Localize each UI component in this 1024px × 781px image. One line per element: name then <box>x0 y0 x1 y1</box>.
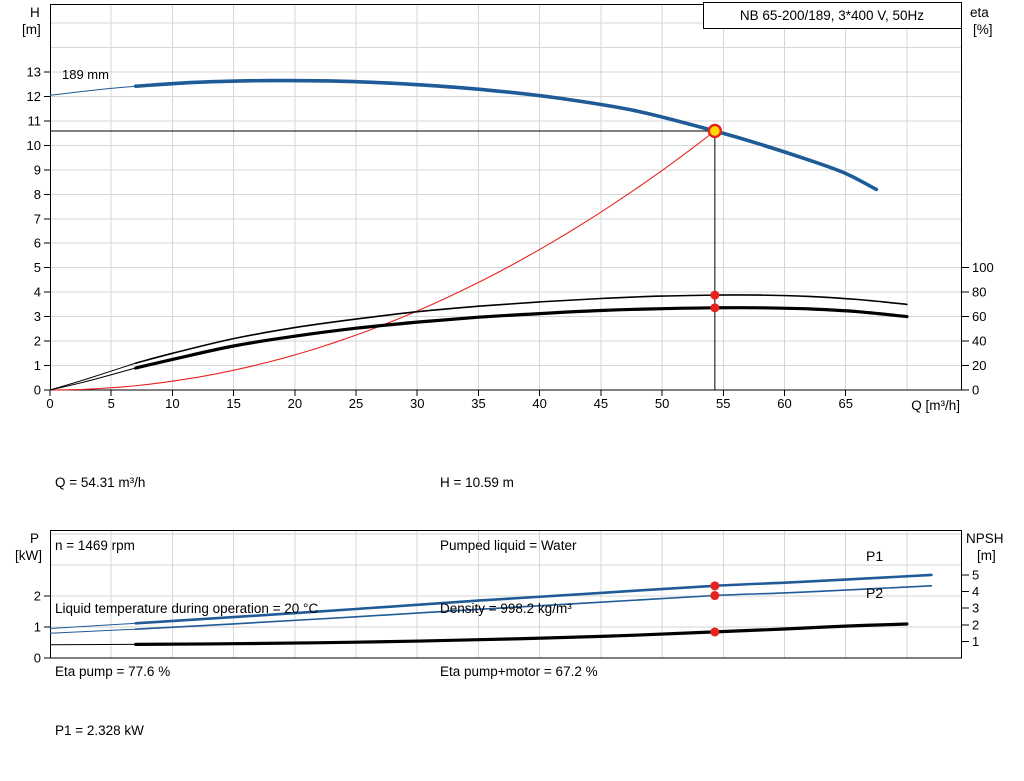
head-axis-tick-label: 1 <box>34 358 41 373</box>
eta-axis-tick-label: 80 <box>972 285 986 300</box>
duty-info-left: Q = 54.31 m³/h n = 1469 rpm Liquid tempe… <box>55 430 318 703</box>
npsh-axis-tick-label: 4 <box>972 584 979 599</box>
eta-axis-tick-label: 20 <box>972 358 986 373</box>
flow-axis-tick-label: 20 <box>288 396 302 411</box>
head-axis-tick-label: 12 <box>27 89 41 104</box>
npsh-duty-marker <box>710 627 720 637</box>
pump-model-label: NB 65-200/189, 3*400 V, 50Hz <box>740 8 924 23</box>
info-line-temperature: Liquid temperature during operation = 20… <box>55 601 319 616</box>
p1-duty-marker <box>710 581 720 591</box>
head-189mm-curve <box>133 78 879 192</box>
eta-axis-title-symbol: eta <box>970 5 989 20</box>
head-axis-tick-label: 7 <box>34 211 41 226</box>
info-line-eta-pump: Eta pump = 77.6 % <box>55 664 171 679</box>
power-axis-title-unit: [kW] <box>15 548 42 563</box>
duty-info-right: H = 10.59 m Pumped liquid = Water Densit… <box>440 430 598 703</box>
flow-axis-tick-label: 45 <box>594 396 608 411</box>
head-axis-title-unit: [m] <box>22 22 41 37</box>
top-chart-frame <box>50 4 962 391</box>
flow-axis-tick-label: 5 <box>108 396 115 411</box>
p2-curve-label: P2 <box>866 585 883 601</box>
info-line-speed: n = 1469 rpm <box>55 538 135 553</box>
info-line-liquid: Pumped liquid = Water <box>440 538 577 553</box>
head-axis-title-symbol: H <box>30 5 40 20</box>
eta-pump-curve-lead <box>49 362 136 391</box>
head-axis-tick-label: 0 <box>34 383 41 398</box>
top-chart-curves <box>49 78 909 391</box>
flow-axis-tick-label: 60 <box>777 396 791 411</box>
flow-axis-tick-label: 55 <box>716 396 730 411</box>
head-axis-tick-label: 2 <box>34 334 41 349</box>
flow-axis-title: Q [m³/h] <box>911 398 960 413</box>
P2-curve <box>134 585 933 630</box>
flow-axis-tick-label: 65 <box>838 396 852 411</box>
flow-axis-tick-label: 40 <box>532 396 546 411</box>
head-axis-tick-label: 11 <box>28 113 42 128</box>
info-line-head: H = 10.59 m <box>440 475 514 490</box>
P1-curve <box>134 573 933 625</box>
head-axis-tick-label: 3 <box>34 309 41 324</box>
info-line-density: Density = 998.2 kg/m³ <box>440 601 572 616</box>
eta-axis-title-unit: [%] <box>973 22 993 37</box>
flow-axis-tick-label: 15 <box>226 396 240 411</box>
P2-curve-lead <box>49 628 136 634</box>
info-line-eta-pump-motor: Eta pump+motor = 67.2 % <box>440 664 598 679</box>
info-line-flow: Q = 54.31 m³/h <box>55 475 146 490</box>
eta-pump-marker <box>710 290 720 300</box>
operating-point-marker <box>707 123 723 139</box>
eta-pump-motor-curve <box>134 306 909 370</box>
impeller-diameter-label: 189 mm <box>62 67 109 82</box>
head-axis-tick-label: 10 <box>27 138 41 153</box>
top-chart-gridlines <box>50 4 962 390</box>
p1-curve-label: P1 <box>866 548 883 564</box>
power-axis-tick-label: 2 <box>34 589 41 604</box>
P1-curve-lead <box>49 622 136 629</box>
flow-axis-tick-label: 0 <box>46 396 53 411</box>
head-axis-tick-label: 13 <box>27 65 41 80</box>
head-axis-tick-label: 9 <box>34 162 41 177</box>
NPSH-curve <box>134 622 909 646</box>
power-axis-tick-label: 1 <box>34 620 41 635</box>
pump-model-box <box>703 2 962 29</box>
head-axis-tick-label: 8 <box>34 187 41 202</box>
eta-axis-tick-label: 100 <box>972 260 994 275</box>
head-axis-tick-label: 6 <box>34 236 41 251</box>
head-axis-tick-label: 5 <box>34 260 41 275</box>
head-189mm-curve-lead <box>49 85 136 96</box>
eta-axis-tick-label: 40 <box>972 334 986 349</box>
power-axis-title-symbol: P <box>30 531 39 546</box>
eta-pump-motor-marker <box>710 303 720 313</box>
flow-axis-tick-label: 50 <box>655 396 669 411</box>
power-info: P1 = 2.328 kW P2 = 2.015 kW NPSH = 1.57 … <box>55 678 363 781</box>
power-axis-tick-label: 0 <box>34 651 41 666</box>
flow-axis-tick-label: 30 <box>410 396 424 411</box>
eta-axis-tick-label: 60 <box>972 309 986 324</box>
p2-duty-marker <box>710 591 720 601</box>
flow-axis-tick-label: 25 <box>349 396 363 411</box>
eta-pump-motor-curve-lead <box>49 367 136 391</box>
npsh-axis-title-unit: [m] <box>977 548 996 563</box>
flow-axis-tick-label: 35 <box>471 396 485 411</box>
npsh-axis-title-symbol: NPSH <box>966 531 1004 546</box>
head-axis-tick-label: 4 <box>34 285 41 300</box>
info-line-p1: P1 = 2.328 kW <box>55 723 144 738</box>
eta-pump-curve <box>134 294 908 364</box>
eta-axis-tick-label: 0 <box>972 383 979 398</box>
npsh-axis-tick-label: 2 <box>972 617 979 632</box>
flow-axis-tick-label: 10 <box>165 396 179 411</box>
bottom-chart-curves <box>49 573 933 646</box>
npsh-axis-tick-label: 5 <box>972 568 979 583</box>
npsh-axis-tick-label: 1 <box>972 634 979 649</box>
bottom-chart-frame <box>50 530 962 659</box>
npsh-axis-tick-label: 3 <box>972 601 979 616</box>
